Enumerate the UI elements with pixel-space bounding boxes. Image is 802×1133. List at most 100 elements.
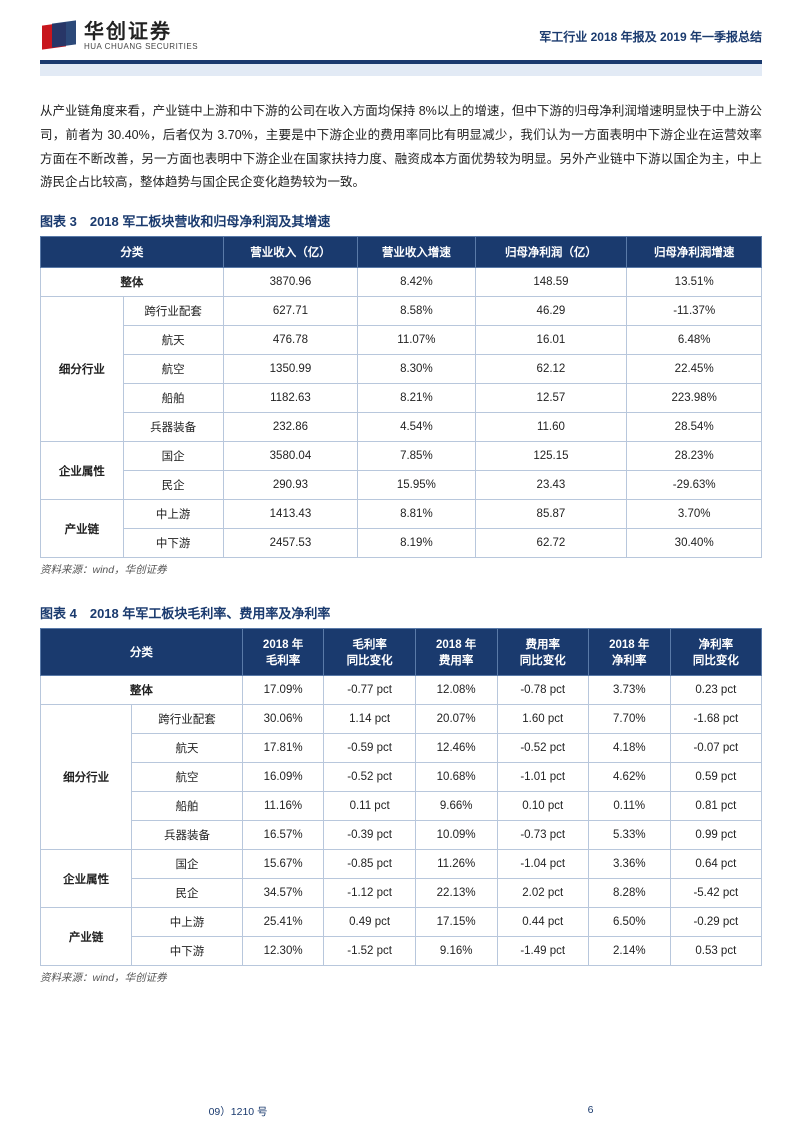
data-cell: -1.68 pct bbox=[670, 705, 761, 734]
category-cell: 细分行业 bbox=[41, 297, 124, 442]
logo-cn: 华创证券 bbox=[84, 21, 198, 43]
data-cell: 16.57% bbox=[242, 821, 324, 850]
table4-header: 2018 年 费用率 bbox=[415, 629, 497, 676]
category-cell: 整体 bbox=[41, 676, 243, 705]
data-cell: 8.58% bbox=[358, 297, 475, 326]
table-row: 航天17.81%-0.59 pct12.46%-0.52 pct4.18%-0.… bbox=[41, 734, 762, 763]
data-cell: 1350.99 bbox=[223, 355, 358, 384]
table-row: 兵器装备16.57%-0.39 pct10.09%-0.73 pct5.33%0… bbox=[41, 821, 762, 850]
data-cell: 12.30% bbox=[242, 937, 324, 966]
data-cell: 290.93 bbox=[223, 471, 358, 500]
table-row: 细分行业跨行业配套30.06%1.14 pct20.07%1.60 pct7.7… bbox=[41, 705, 762, 734]
header-divider bbox=[40, 60, 762, 64]
data-cell: -29.63% bbox=[627, 471, 762, 500]
data-cell: 17.09% bbox=[242, 676, 324, 705]
data-cell: 17.15% bbox=[415, 908, 497, 937]
table-row: 企业属性国企3580.047.85%125.1528.23% bbox=[41, 442, 762, 471]
table3-title: 图表 3 2018 军工板块营收和归母净利润及其增速 bbox=[40, 211, 762, 230]
page-header: 华创证券 HUA CHUANG SECURITIES 军工行业 2018 年报及… bbox=[0, 0, 802, 60]
data-cell: -0.78 pct bbox=[497, 676, 588, 705]
table4: 分类2018 年 毛利率毛利率 同比变化2018 年 费用率费用率 同比变化20… bbox=[40, 628, 762, 966]
table-row: 企业属性国企15.67%-0.85 pct11.26%-1.04 pct3.36… bbox=[41, 850, 762, 879]
logo-en: HUA CHUANG SECURITIES bbox=[84, 43, 198, 52]
company-logo-icon bbox=[40, 20, 76, 52]
data-cell: 20.07% bbox=[415, 705, 497, 734]
data-cell: 8.81% bbox=[358, 500, 475, 529]
table-row: 船舶11.16%0.11 pct9.66%0.10 pct0.11%0.81 p… bbox=[41, 792, 762, 821]
subcategory-cell: 航天 bbox=[123, 326, 223, 355]
table-row: 民企34.57%-1.12 pct22.13%2.02 pct8.28%-5.4… bbox=[41, 879, 762, 908]
category-cell: 整体 bbox=[41, 268, 224, 297]
table4-source: 资料来源：wind，华创证券 bbox=[40, 970, 762, 985]
data-cell: -11.37% bbox=[627, 297, 762, 326]
table-row: 中下游12.30%-1.52 pct9.16%-1.49 pct2.14%0.5… bbox=[41, 937, 762, 966]
subcategory-cell: 船舶 bbox=[132, 792, 242, 821]
data-cell: 17.81% bbox=[242, 734, 324, 763]
data-cell: 11.16% bbox=[242, 792, 324, 821]
subcategory-cell: 中下游 bbox=[132, 937, 242, 966]
category-cell: 细分行业 bbox=[41, 705, 132, 850]
data-cell: 7.85% bbox=[358, 442, 475, 471]
data-cell: 0.11% bbox=[588, 792, 670, 821]
data-cell: 0.53 pct bbox=[670, 937, 761, 966]
data-cell: 16.01 bbox=[475, 326, 627, 355]
data-cell: 125.15 bbox=[475, 442, 627, 471]
data-cell: 1182.63 bbox=[223, 384, 358, 413]
data-cell: -0.07 pct bbox=[670, 734, 761, 763]
data-cell: 0.44 pct bbox=[497, 908, 588, 937]
category-cell: 企业属性 bbox=[41, 442, 124, 500]
data-cell: 22.13% bbox=[415, 879, 497, 908]
table4-header: 净利率 同比变化 bbox=[670, 629, 761, 676]
subcategory-cell: 民企 bbox=[123, 471, 223, 500]
subcategory-cell: 航天 bbox=[132, 734, 242, 763]
data-cell: 3.73% bbox=[588, 676, 670, 705]
data-cell: 8.19% bbox=[358, 529, 475, 558]
data-cell: 10.68% bbox=[415, 763, 497, 792]
data-cell: 2457.53 bbox=[223, 529, 358, 558]
data-cell: 12.46% bbox=[415, 734, 497, 763]
subcategory-cell: 兵器装备 bbox=[123, 413, 223, 442]
data-cell: 7.70% bbox=[588, 705, 670, 734]
data-cell: 6.48% bbox=[627, 326, 762, 355]
data-cell: 627.71 bbox=[223, 297, 358, 326]
data-cell: 62.12 bbox=[475, 355, 627, 384]
table-row: 兵器装备232.864.54%11.6028.54% bbox=[41, 413, 762, 442]
subcategory-cell: 跨行业配套 bbox=[132, 705, 242, 734]
data-cell: 22.45% bbox=[627, 355, 762, 384]
data-cell: 0.59 pct bbox=[670, 763, 761, 792]
subcategory-cell: 中上游 bbox=[123, 500, 223, 529]
data-cell: 34.57% bbox=[242, 879, 324, 908]
category-cell: 产业链 bbox=[41, 908, 132, 966]
subcategory-cell: 国企 bbox=[132, 850, 242, 879]
page-root: 华创证券 HUA CHUANG SECURITIES 军工行业 2018 年报及… bbox=[0, 0, 802, 1133]
logo-text: 华创证券 HUA CHUANG SECURITIES bbox=[84, 21, 198, 52]
data-cell: 4.54% bbox=[358, 413, 475, 442]
table3-source: 资料来源：wind，华创证券 bbox=[40, 562, 762, 577]
table-row: 航天476.7811.07%16.016.48% bbox=[41, 326, 762, 355]
data-cell: 0.64 pct bbox=[670, 850, 761, 879]
data-cell: 3580.04 bbox=[223, 442, 358, 471]
subcategory-cell: 航空 bbox=[132, 763, 242, 792]
data-cell: -1.49 pct bbox=[497, 937, 588, 966]
data-cell: -5.42 pct bbox=[670, 879, 761, 908]
data-cell: 0.49 pct bbox=[324, 908, 415, 937]
data-cell: 8.21% bbox=[358, 384, 475, 413]
table-row: 船舶1182.638.21%12.57223.98% bbox=[41, 384, 762, 413]
data-cell: 30.40% bbox=[627, 529, 762, 558]
category-cell: 企业属性 bbox=[41, 850, 132, 908]
table-row: 整体3870.968.42%148.5913.51% bbox=[41, 268, 762, 297]
subcategory-cell: 民企 bbox=[132, 879, 242, 908]
document-title: 军工行业 2018 年报及 2019 年一季报总结 bbox=[539, 28, 762, 45]
data-cell: -1.52 pct bbox=[324, 937, 415, 966]
data-cell: 6.50% bbox=[588, 908, 670, 937]
subcategory-cell: 国企 bbox=[123, 442, 223, 471]
data-cell: -1.04 pct bbox=[497, 850, 588, 879]
table-row: 航空16.09%-0.52 pct10.68%-1.01 pct4.62%0.5… bbox=[41, 763, 762, 792]
data-cell: 13.51% bbox=[627, 268, 762, 297]
data-cell: 25.41% bbox=[242, 908, 324, 937]
table-row: 整体17.09%-0.77 pct12.08%-0.78 pct3.73%0.2… bbox=[41, 676, 762, 705]
data-cell: 28.54% bbox=[627, 413, 762, 442]
data-cell: 5.33% bbox=[588, 821, 670, 850]
table3-header: 归母净利润增速 bbox=[627, 237, 762, 268]
data-cell: 23.43 bbox=[475, 471, 627, 500]
